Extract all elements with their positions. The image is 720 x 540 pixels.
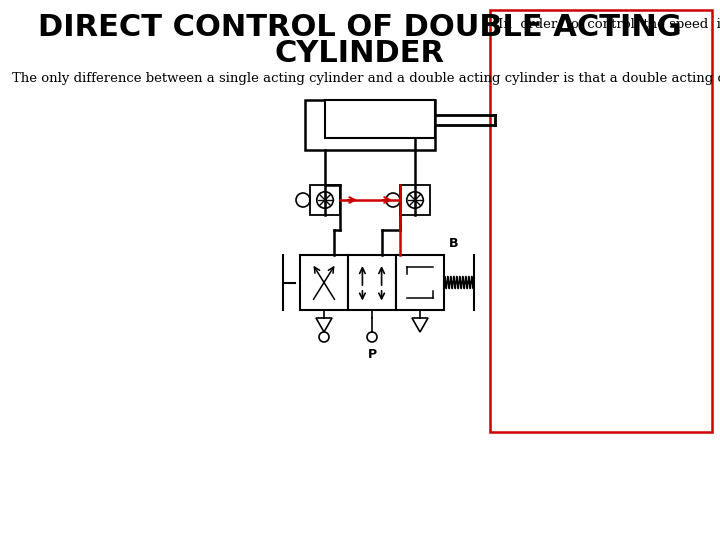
Text: P: P <box>367 348 377 361</box>
Bar <box>348 255 396 310</box>
Text: The only difference between a single acting cylinder and a double acting cylinde: The only difference between a single act… <box>12 72 720 85</box>
Bar <box>310 185 340 215</box>
Text: DIRECT CONTROL OF DOUBLE ACTING: DIRECT CONTROL OF DOUBLE ACTING <box>38 12 682 42</box>
Bar <box>400 185 430 215</box>
Bar <box>300 255 348 310</box>
Text: In  order  to  control  the speed  in  both  directions, flow  control  valves  : In order to control the speed in both di… <box>498 18 720 31</box>
Bar <box>325 100 435 138</box>
Bar <box>305 100 435 150</box>
Text: B: B <box>449 237 459 250</box>
Bar <box>490 10 712 432</box>
Text: CYLINDER: CYLINDER <box>275 38 445 68</box>
Bar <box>396 255 444 310</box>
